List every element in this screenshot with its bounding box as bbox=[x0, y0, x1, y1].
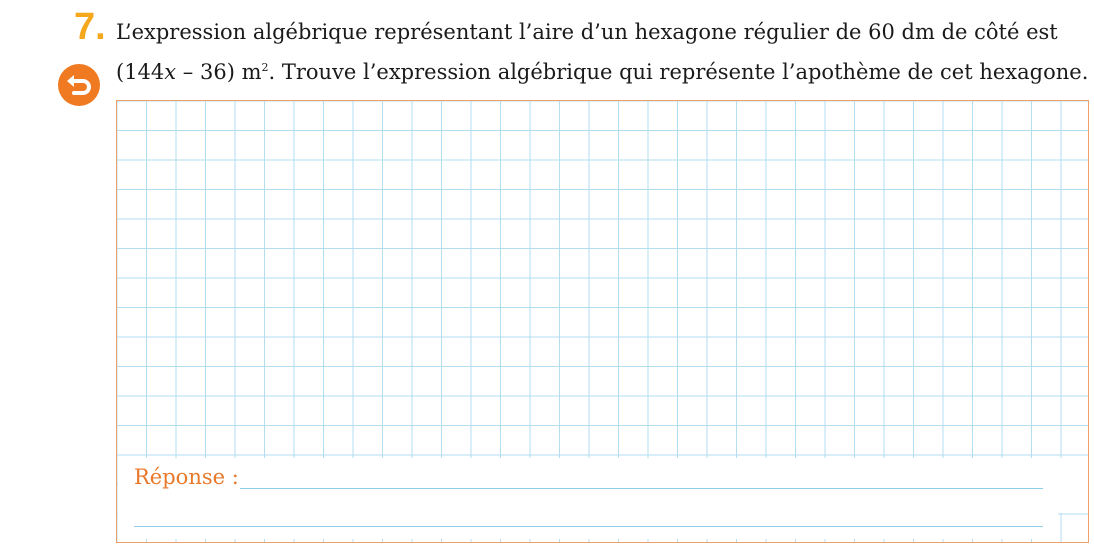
answer-line-2[interactable] bbox=[134, 526, 1043, 527]
question-part3: . Trouve l’expression algébrique qui rep… bbox=[268, 60, 1089, 84]
question-variable: x bbox=[164, 60, 177, 84]
answer-label: Réponse : bbox=[134, 465, 239, 489]
exercise-number: 7. bbox=[74, 6, 106, 48]
question-part1: L’expression algébrique représentant l’a… bbox=[116, 20, 1058, 84]
question-part2: – 36) m bbox=[176, 60, 262, 84]
back-arrow-icon[interactable] bbox=[58, 64, 100, 106]
question-exponent: 2 bbox=[261, 61, 269, 74]
question-text: L’expression algébrique représentant l’a… bbox=[116, 14, 1091, 90]
answer-line-1[interactable] bbox=[240, 488, 1043, 489]
answer-area bbox=[118, 458, 1088, 513]
